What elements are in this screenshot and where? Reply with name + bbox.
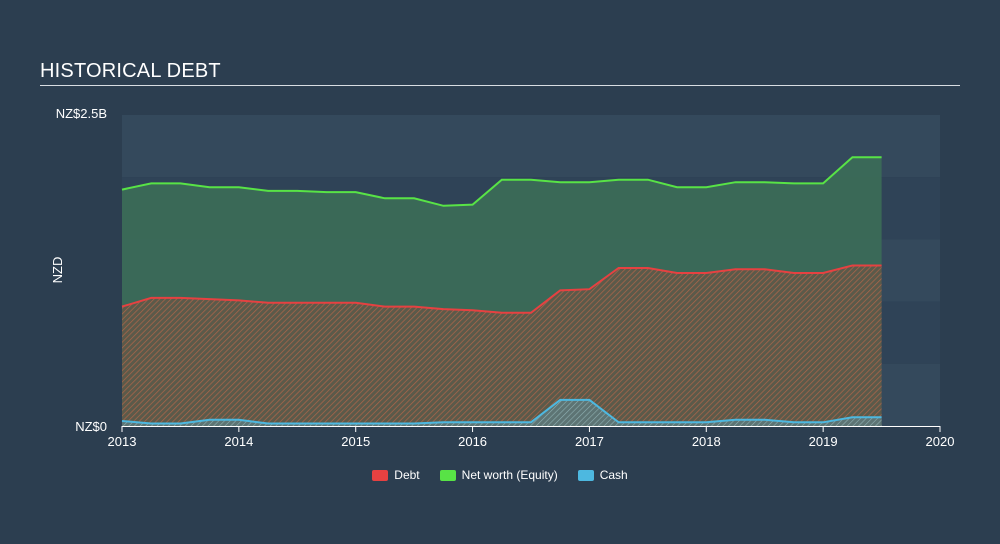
- cash-area: [122, 399, 882, 426]
- legend-item-cash[interactable]: Cash: [577, 468, 628, 482]
- debt-line: [121, 264, 882, 314]
- x-tick-label: 2019: [809, 434, 838, 449]
- x-tick-label: 2018: [692, 434, 721, 449]
- debt-area: [122, 265, 882, 426]
- net-worth-line: [121, 156, 882, 207]
- chart-title: HISTORICAL DEBT: [40, 60, 221, 82]
- legend-label-debt: Debt: [394, 468, 420, 482]
- cash-line: [121, 398, 882, 425]
- x-tick-label: 2017: [575, 434, 604, 449]
- x-axis: 2013 2014 2015 2016 2017 2018 2019 2020: [108, 426, 955, 449]
- legend: Debt Net worth (Equity) Cash: [0, 468, 1000, 482]
- legend-item-net-worth[interactable]: Net worth (Equity): [439, 468, 558, 482]
- y-tick-label-max: NZ$2.5B: [56, 106, 107, 121]
- x-tick-label: 2015: [341, 434, 370, 449]
- legend-label-net-worth: Net worth (Equity): [461, 468, 558, 482]
- legend-swatch-debt: [372, 469, 389, 481]
- title-divider: [40, 85, 960, 86]
- plot-band: [122, 115, 940, 178]
- legend-label-cash: Cash: [599, 468, 628, 482]
- y-tick-label-zero: NZ$0: [75, 419, 107, 434]
- legend-swatch-net-worth: [439, 469, 456, 481]
- legend-swatch-cash: [577, 469, 594, 481]
- x-tick-label: 2014: [224, 434, 253, 449]
- x-tick-label: 2020: [926, 434, 955, 449]
- net-worth-area: [122, 157, 882, 313]
- y-axis-label: NZD: [50, 257, 65, 284]
- series-areas: [122, 157, 882, 426]
- series-lines: [121, 156, 882, 425]
- x-tick-label: 2016: [458, 434, 487, 449]
- x-tick-label: 2013: [108, 434, 137, 449]
- legend-item-debt[interactable]: Debt: [372, 468, 420, 482]
